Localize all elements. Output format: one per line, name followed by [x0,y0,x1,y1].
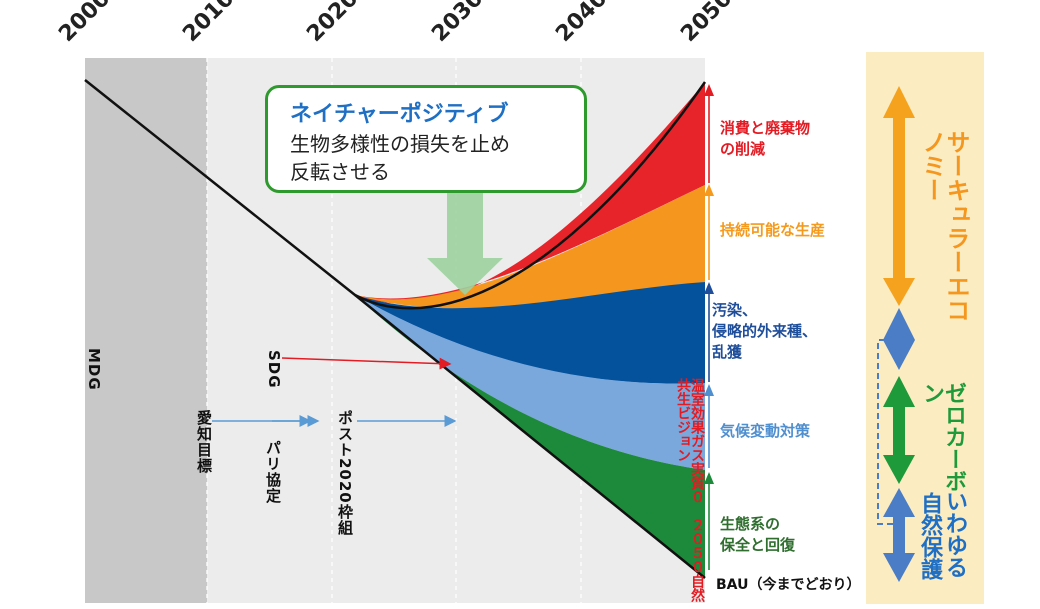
mdg-label: MDG [85,348,103,391]
post2020-label: ポスト2020枠組 [336,410,354,536]
callout-line-1: 生物多様性の損失を止め [290,132,510,156]
action-label-pollution: 汚染、 侵略的外来種、 乱獲 [712,301,818,361]
sdg-arrow [281,357,452,370]
nature-positive-callout: ネイチャーポジティブ 生物多様性の損失を止め 反転させる [265,85,587,193]
nature-protection-label: 自然保護 [917,492,942,580]
all-label: いわゆる [942,490,967,578]
nature-arrow-bottom [883,488,915,582]
zero-carbon-arrow [883,376,915,484]
sdg-label: SDG [265,350,283,389]
action-label-climate: 気候変動対策 [720,422,811,440]
mdg-zone [85,58,207,603]
down-arrow [427,193,503,295]
action-label-production: 持続可能な生産 [720,221,826,239]
wedge-production [355,185,705,309]
paris-label: パリ協定 [264,440,282,504]
wedge-climate [355,295,705,470]
callout-title: ネイチャーポジティブ [290,102,509,127]
circular-economy-arrow [883,86,915,306]
vision-label: 温室効果ガス実質０ ２０５０自然共生ビジョン [675,378,705,602]
side-arrows [704,84,714,570]
aichi-label: 愛知目標 [195,410,213,474]
wedge-pollution [355,282,705,384]
action-label-consumption: 消費と廃棄物 の削減 [720,119,811,158]
callout-line-2: 反転させる [290,160,390,184]
nature-positive-curve [354,81,707,310]
zero-carbon-label: ゼロカーボン [919,382,966,492]
nature-arrow-top [883,308,915,370]
right-panel [866,52,984,604]
wedge-consumption [355,82,705,304]
bau-label: BAU（今までどおり） [716,577,861,593]
circular-economy-label: サーキュラーエコノミー [918,130,970,322]
action-label-ecosystem: 生態系の 保全と回復 [720,515,796,554]
